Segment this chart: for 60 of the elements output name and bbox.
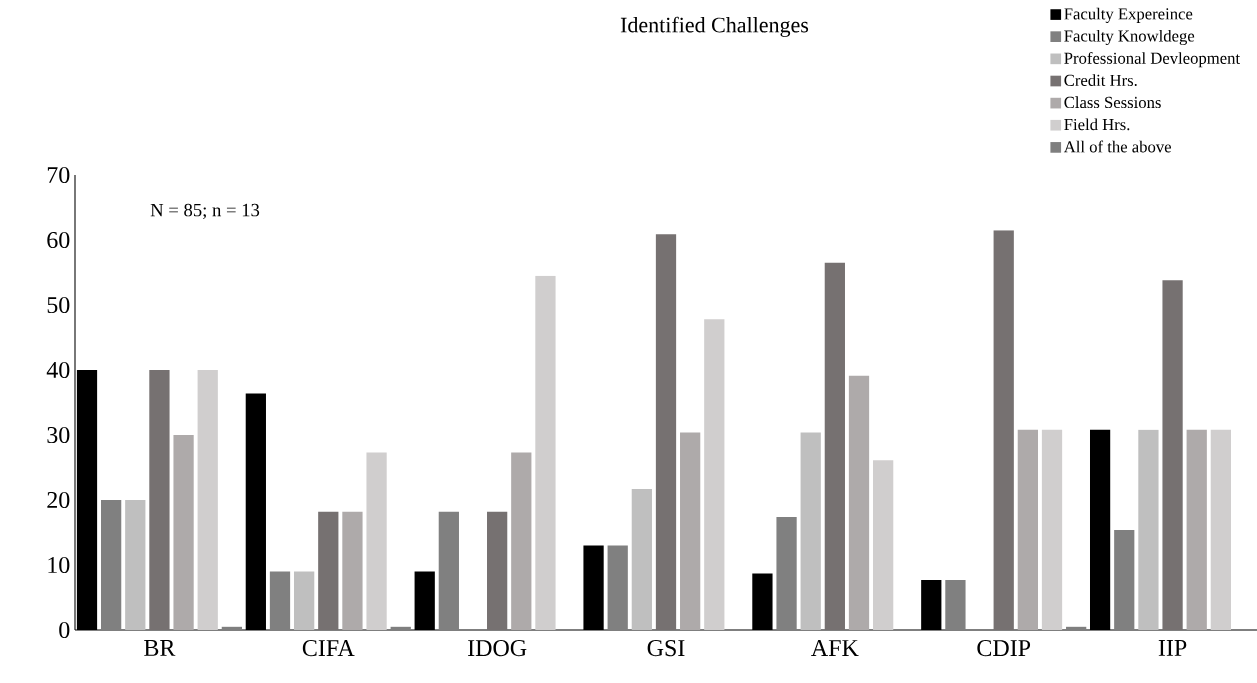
bar <box>1041 429 1063 630</box>
bar <box>1114 529 1135 630</box>
bar <box>197 370 218 630</box>
bar <box>487 511 508 630</box>
legend-label: Faculty Expereince <box>1064 7 1193 23</box>
x-tick-label: GSI <box>647 640 685 657</box>
bar <box>511 452 532 630</box>
legend-label: Credit Hrs. <box>1064 74 1137 87</box>
chart-title: Identified Challenges <box>620 16 809 37</box>
bar <box>535 275 556 630</box>
y-tick-label: 10 <box>48 556 70 574</box>
bar <box>680 432 701 630</box>
bar <box>149 370 170 630</box>
y-tick-label: 40 <box>46 361 70 379</box>
bar <box>125 500 146 630</box>
bar <box>390 626 411 630</box>
x-tick-label: AFK <box>811 640 859 656</box>
bar <box>221 626 242 630</box>
legend-label: Professional Devleopment <box>1064 51 1240 68</box>
bar <box>776 516 797 630</box>
x-tick-label: IDOG <box>468 640 527 657</box>
bar <box>1066 626 1087 630</box>
annotation: N = 85; n = 13 <box>150 203 260 220</box>
bar <box>824 262 845 630</box>
y-tick-label: 20 <box>47 491 70 509</box>
bar <box>318 511 339 630</box>
bar <box>1186 429 1207 630</box>
x-tick-label: BR <box>144 640 176 656</box>
bar <box>873 460 894 630</box>
y-tick-label: 0 <box>59 621 70 639</box>
bar <box>945 579 966 630</box>
bar <box>342 511 363 630</box>
legend-label: Class Sessions <box>1064 96 1161 109</box>
bar <box>704 319 725 630</box>
bar <box>294 571 315 630</box>
bar <box>631 488 652 630</box>
bar <box>800 432 821 630</box>
bar <box>993 230 1014 630</box>
bar <box>1162 280 1183 630</box>
legend-label: All of the above <box>1063 140 1171 153</box>
bar <box>269 571 291 630</box>
bar <box>607 545 628 630</box>
bar <box>655 234 677 630</box>
y-tick-label: 60 <box>47 231 70 249</box>
bar <box>438 511 459 630</box>
legend-label: Field Hrs. <box>1064 118 1130 131</box>
y-tick-label: 50 <box>47 296 70 314</box>
bar <box>366 452 387 630</box>
x-tick-label: IIP <box>1158 640 1187 656</box>
legend-label: Faculty Knowldege <box>1064 29 1195 46</box>
x-tick-label: CIFA <box>302 640 355 657</box>
bar <box>173 435 194 630</box>
bar <box>848 375 870 630</box>
bar <box>1138 429 1159 630</box>
bar <box>1210 429 1231 630</box>
bar <box>1017 429 1038 630</box>
bar <box>101 500 122 630</box>
y-tick-label: 70 <box>47 166 70 184</box>
x-tick-label: CDIP <box>977 640 1031 657</box>
y-tick-label: 30 <box>47 426 70 444</box>
